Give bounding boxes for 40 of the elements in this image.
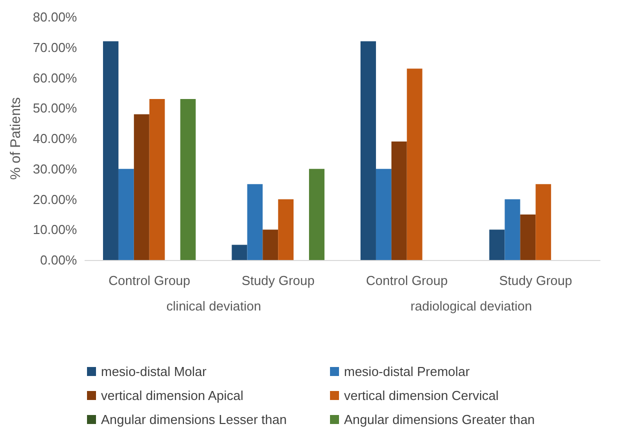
bar [489,230,505,260]
legend-label: Angular dimensions Greater than [344,412,535,427]
y-tick-label: 30.00% [32,161,78,176]
bar [376,168,392,260]
y-axis-title: % of Patients [7,97,23,180]
text: clinical deviation [166,298,262,314]
bar [232,244,248,260]
y-tick-label: 80.00% [32,10,78,24]
x-tick-label: Study Group [242,273,315,288]
y-tick-label: 40.00% [32,131,78,146]
bar [406,68,422,260]
bar [247,184,263,260]
bar [262,230,278,260]
bar [309,168,324,260]
x-tick-label: Study Group [499,273,572,288]
y-tick-label: 50.00% [32,100,78,116]
legend-label: vertical dimension Cervical [344,388,499,403]
bar [118,168,134,260]
legend-label: mesio-distal Premolar [344,364,470,379]
bar [103,41,118,260]
bar [391,142,407,260]
bar [504,199,520,260]
y-tick-label: 0.00% [40,252,78,268]
y-tick-label: 10.00% [32,222,78,238]
legend-label: mesio-distal Molar [101,364,208,379]
x-tick-label: Control Group [366,273,448,288]
text: radiological deviation [410,298,532,314]
bar [180,99,196,260]
bar [536,184,552,260]
y-tick-label: 70.00% [32,40,78,55]
bar [520,214,536,260]
bar [278,199,294,260]
y-tick-label: 60.00% [32,70,78,86]
y-tick-label: 20.00% [32,192,78,207]
x-tick-label: Control Group [108,273,190,288]
legend-label: Angular dimensions Lesser than [101,412,287,427]
bar [134,114,150,260]
bar [149,99,165,260]
bar [360,41,376,260]
legend-label: vertical dimension Apical [101,388,244,403]
